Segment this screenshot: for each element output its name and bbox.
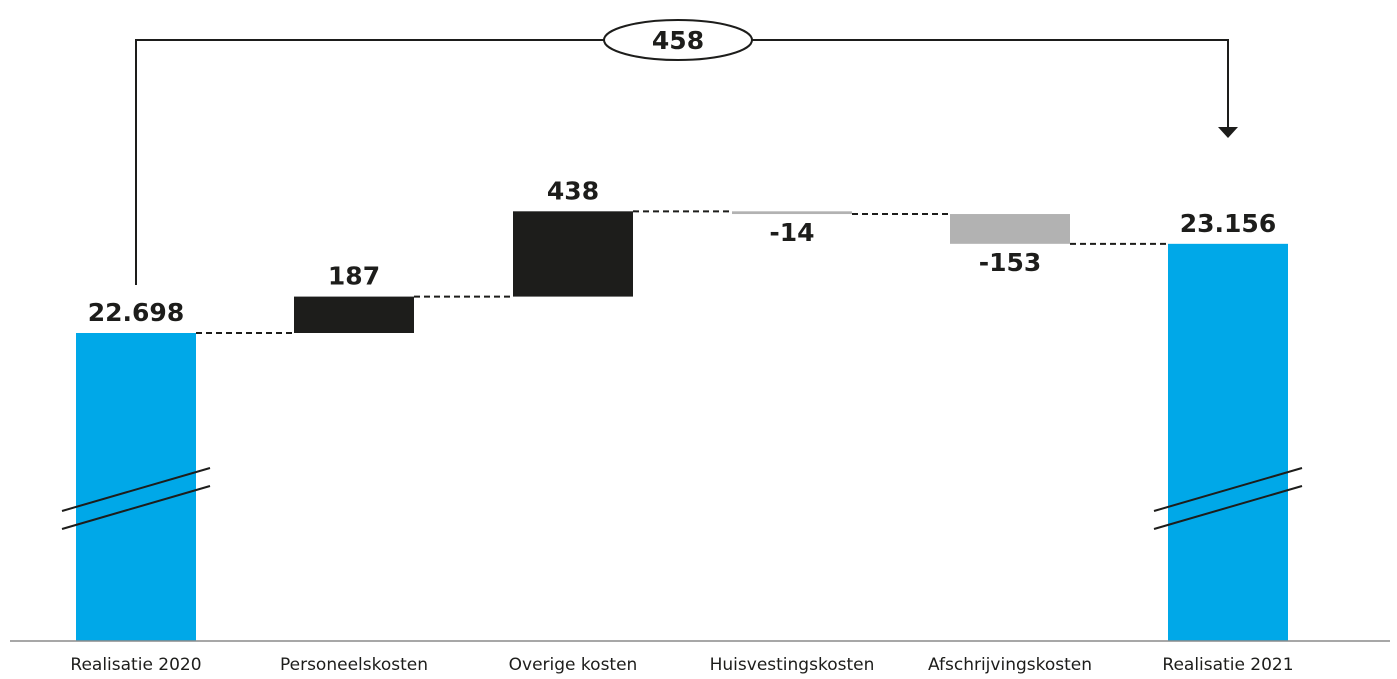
- category-label-personeelskosten: Personeelskosten: [280, 655, 428, 675]
- axis-break-line: [1153, 485, 1303, 530]
- axis-break-line: [61, 467, 211, 512]
- bracket-line-left: [135, 39, 604, 285]
- difference-label: 458: [652, 26, 704, 55]
- connector-lines: [196, 210, 1168, 334]
- category-label-realisatie-2020: Realisatie 2020: [70, 655, 201, 675]
- arrow-down-icon: [1218, 127, 1238, 138]
- bracket-line-right: [752, 39, 1229, 128]
- value-label-realisatie-2020: 22.698: [88, 298, 184, 327]
- axis-break-line: [1153, 467, 1303, 512]
- bar-personeelskosten: [294, 296, 414, 333]
- value-label-personeelskosten: 187: [328, 262, 380, 291]
- category-label-overige-kosten: Overige kosten: [509, 655, 638, 675]
- bar-afschrijvingskosten: [950, 214, 1070, 244]
- bar-huisvestingskosten: [732, 211, 852, 215]
- value-labels-group: 22.698 187 438 -14 -153 23.156: [88, 176, 1276, 327]
- bar-overige-kosten: [513, 211, 633, 297]
- bar-realisatie-2020: [76, 333, 196, 641]
- value-label-realisatie-2021: 23.156: [1180, 209, 1276, 238]
- category-labels-group: Realisatie 2020 Personeelskosten Overige k…: [70, 655, 1293, 675]
- category-label-huisvestingskosten: Huisvestingskosten: [710, 655, 875, 675]
- bar-realisatie-2021: [1168, 243, 1288, 641]
- bars-group: [76, 211, 1288, 641]
- axis-break-marks: [61, 467, 1303, 530]
- value-label-overige-kosten: 438: [547, 176, 599, 205]
- difference-oval: [603, 19, 753, 61]
- category-label-afschrijvingskosten: Afschrijvingskosten: [928, 655, 1092, 675]
- axis-break-line: [61, 485, 211, 530]
- value-label-huisvestingskosten: -14: [769, 218, 814, 247]
- category-label-realisatie-2021: Realisatie 2021: [1162, 655, 1293, 675]
- value-label-afschrijvingskosten: -153: [979, 248, 1042, 277]
- difference-bracket: 458: [135, 19, 1238, 285]
